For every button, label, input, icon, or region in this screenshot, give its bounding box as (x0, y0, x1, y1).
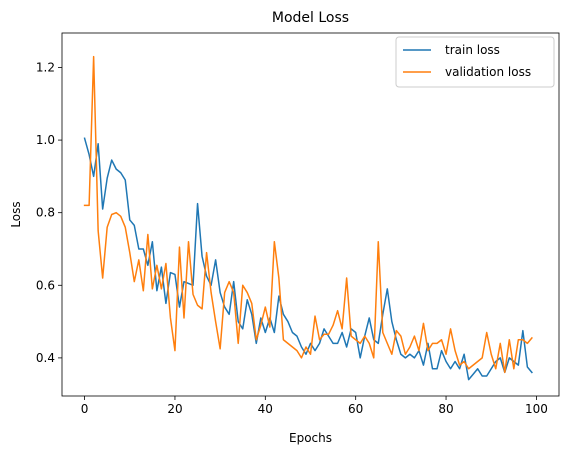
x-axis-label: Epochs (289, 431, 332, 445)
chart-title: Model Loss (272, 10, 349, 26)
x-tick-label: 60 (348, 402, 363, 416)
x-tick-label: 0 (81, 402, 89, 416)
legend-items: train loss validation loss (403, 43, 531, 79)
y-tick-label: 1.0 (36, 133, 55, 147)
y-tick-label: 0.4 (36, 351, 55, 365)
x-tick-label: 100 (525, 402, 548, 416)
x-tick-label: 20 (167, 402, 182, 416)
series-line-validation-loss (83, 55, 533, 374)
x-axis-ticks: 0 20 40 60 80 100 (81, 396, 548, 416)
plot-area (62, 33, 559, 396)
y-axis-ticks: 0.4 0.6 0.8 1.0 1.2 (36, 60, 62, 365)
legend: train loss validation loss (395, 36, 555, 88)
x-tick-label: 40 (258, 402, 273, 416)
y-tick-label: 1.2 (36, 60, 55, 74)
x-tick-label: 80 (438, 402, 453, 416)
series-layer (83, 55, 533, 381)
y-tick-label: 0.6 (36, 278, 55, 292)
y-tick-label: 0.8 (36, 206, 55, 220)
legend-label: train loss (445, 43, 500, 57)
plot-frame (61, 32, 560, 397)
legend-box (395, 36, 555, 88)
legend-label: validation loss (445, 65, 531, 79)
y-axis-label: Loss (9, 201, 23, 227)
